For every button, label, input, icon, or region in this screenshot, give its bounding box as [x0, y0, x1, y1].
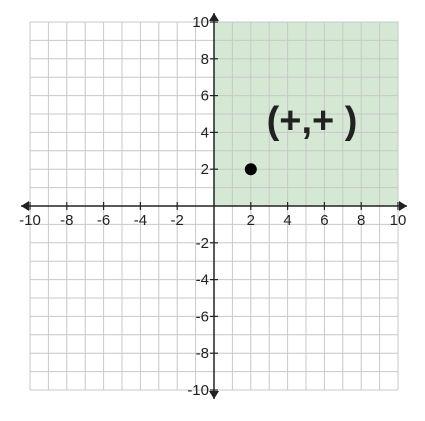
- y-tick-label: -6: [196, 308, 209, 325]
- x-tick-label: 2: [247, 212, 255, 229]
- quadrant-label: (+,+ ): [267, 100, 358, 142]
- x-axis-arrow-right: [399, 201, 407, 211]
- y-axis-arrow-up: [209, 13, 219, 21]
- y-tick-label: 6: [201, 88, 209, 105]
- x-tick-label: 4: [283, 212, 291, 229]
- y-tick-label: 8: [201, 51, 209, 68]
- y-tick-label: 10: [192, 14, 209, 31]
- x-tick-label: 6: [320, 212, 328, 229]
- plotted-point: [244, 163, 257, 176]
- x-tick-label: -6: [97, 212, 110, 229]
- y-tick-label: -2: [196, 235, 209, 252]
- x-tick-label: -10: [19, 212, 41, 229]
- x-axis-arrow-left: [21, 201, 29, 211]
- x-tick-label: -2: [171, 212, 184, 229]
- x-tick-label: -8: [60, 212, 73, 229]
- y-tick-label: 4: [201, 124, 209, 141]
- x-tick-label: 10: [390, 212, 407, 229]
- y-tick-label: -10: [187, 382, 209, 399]
- x-tick-label: -4: [134, 212, 147, 229]
- y-tick-label: -8: [196, 345, 209, 362]
- y-tick-label: 2: [201, 161, 209, 178]
- x-tick-label: 8: [357, 212, 365, 229]
- y-axis-arrow-down: [209, 391, 219, 399]
- y-tick-label: -4: [196, 272, 209, 289]
